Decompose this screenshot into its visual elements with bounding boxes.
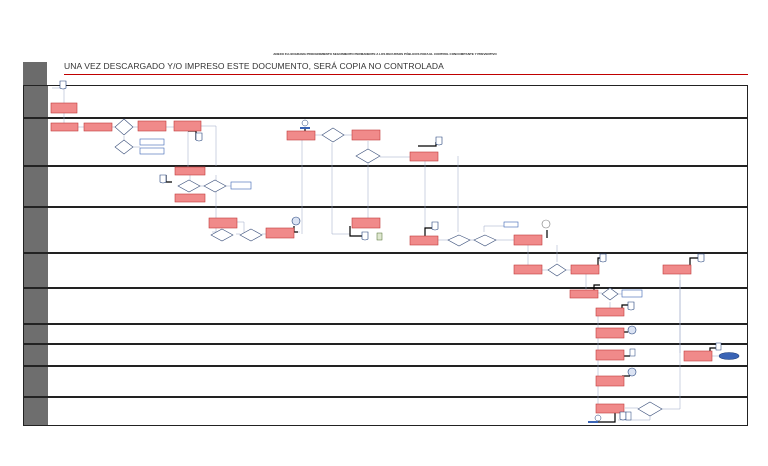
activity-box [351, 217, 381, 229]
decision-diamond [547, 263, 567, 277]
activity-box [595, 403, 625, 414]
database-icon [629, 348, 636, 357]
database-icons [376, 232, 722, 421]
lane-7 [23, 324, 748, 344]
lane-3 [23, 166, 748, 207]
activity-box [173, 120, 202, 132]
document-links [165, 127, 716, 423]
decision-diamond [637, 401, 663, 417]
activity-box [286, 130, 316, 141]
lane-7-label [24, 325, 48, 343]
connector-lines [52, 87, 718, 421]
document-icon [431, 221, 439, 231]
decision-diamond [239, 228, 263, 242]
annotation-box [139, 138, 165, 146]
lane-10 [23, 397, 748, 426]
document-icon [619, 411, 627, 421]
activity-box [409, 235, 439, 246]
red-divider [64, 74, 748, 75]
decision-diamond [177, 179, 201, 193]
activity-box [83, 122, 113, 132]
user-icon [588, 414, 602, 423]
role-icons [291, 119, 637, 423]
decision-diamond [601, 287, 619, 301]
lane-2 [23, 118, 748, 166]
lane-6-label [24, 289, 48, 323]
document-icon [697, 253, 705, 263]
document-icon [435, 136, 443, 146]
activity-boxes [50, 102, 713, 414]
decision-diamond [114, 118, 134, 136]
lane-5 [23, 253, 748, 288]
decision-diamond [355, 148, 381, 164]
database-icon [625, 411, 632, 421]
activity-box [513, 234, 543, 246]
decision-diamond [203, 179, 227, 193]
activity-box [683, 350, 713, 362]
decision-diamond [210, 228, 234, 242]
decision-diamond [321, 127, 345, 143]
lane-5-label [24, 254, 48, 287]
user-icon [300, 119, 310, 129]
lane-3-label [24, 167, 48, 206]
activity-box [351, 129, 381, 141]
lane-10-label [24, 398, 48, 425]
document-icon [59, 80, 67, 90]
end-terminator [718, 352, 740, 360]
activity-box [570, 264, 600, 275]
decision-diamond [447, 234, 471, 247]
document-icon [627, 301, 635, 311]
decision-diamond [473, 234, 497, 247]
lane-4-label [24, 208, 48, 252]
activity-box [595, 375, 625, 387]
header-lane-label [23, 62, 47, 85]
user-icon [627, 367, 637, 377]
lane-2-label [24, 119, 48, 165]
activity-box [595, 307, 625, 317]
lane-8 [23, 344, 748, 366]
annotation-box [230, 181, 252, 190]
annotation-box [503, 221, 519, 228]
activity-box [208, 217, 238, 229]
document-icons [59, 80, 705, 421]
end-terminator-shape [718, 352, 740, 360]
page-title: ANEXO FLUJOGRAMA PROCEDIMIENTO SEGUIMIEN… [273, 52, 497, 56]
activity-box [595, 327, 625, 339]
decision-diamonds [114, 118, 663, 417]
document-icon [159, 174, 167, 184]
user-icon [541, 219, 551, 229]
lane-9 [23, 366, 748, 397]
document-icon [361, 231, 369, 241]
lane-1-label [24, 86, 48, 117]
activity-box [50, 122, 79, 132]
annotation-box [621, 289, 643, 298]
disclaimer-text: UNA VEZ DESCARGADO Y/O IMPRESO ESTE DOCU… [64, 61, 444, 71]
annotation-box [139, 147, 165, 155]
activity-box [174, 193, 206, 203]
document-icon [599, 253, 607, 263]
annotation-boxes [139, 138, 643, 298]
user-icon [291, 216, 301, 226]
lane-1 [23, 85, 748, 118]
activity-box [409, 151, 439, 162]
database-icon [715, 342, 722, 351]
activity-box [265, 227, 295, 239]
lane-8-label [24, 345, 48, 365]
activity-box [569, 289, 599, 299]
decision-diamond [114, 139, 134, 155]
activity-box [174, 166, 206, 176]
activity-box [513, 264, 543, 275]
database-icon [376, 232, 383, 241]
activity-box [595, 349, 625, 361]
activity-box [662, 264, 692, 275]
lane-9-label [24, 367, 48, 396]
lane-6 [23, 288, 748, 324]
activity-box [137, 120, 167, 132]
activity-box [50, 102, 78, 114]
document-icon [195, 132, 203, 142]
lane-4 [23, 207, 748, 253]
user-icon [627, 325, 637, 335]
